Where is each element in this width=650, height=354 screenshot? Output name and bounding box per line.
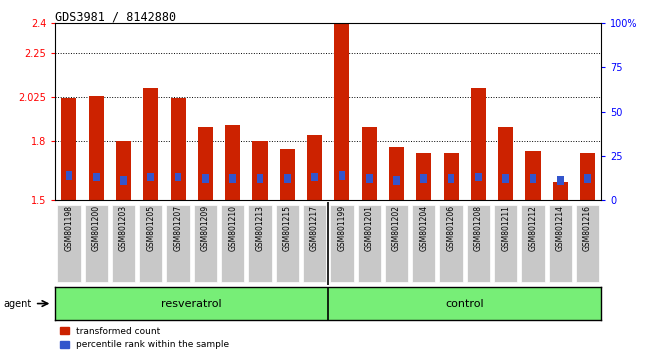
Bar <box>66 171 72 179</box>
Bar <box>494 205 517 282</box>
Bar <box>120 176 127 185</box>
Bar <box>502 175 509 183</box>
Bar <box>385 205 408 282</box>
Bar <box>475 172 482 181</box>
Bar <box>412 205 436 282</box>
Text: GSM801199: GSM801199 <box>337 205 346 251</box>
Text: agent: agent <box>3 298 31 309</box>
Bar <box>225 125 240 200</box>
Text: GSM801211: GSM801211 <box>501 205 510 251</box>
Bar <box>248 205 272 282</box>
Bar <box>334 7 350 200</box>
Bar <box>557 176 564 185</box>
Text: GSM801206: GSM801206 <box>447 205 456 251</box>
Text: GDS3981 / 8142880: GDS3981 / 8142880 <box>55 10 176 23</box>
Bar <box>276 205 299 282</box>
Bar <box>467 205 490 282</box>
Bar <box>143 88 159 200</box>
Bar <box>112 205 135 282</box>
Text: GSM801215: GSM801215 <box>283 205 292 251</box>
Text: GSM801203: GSM801203 <box>119 205 128 251</box>
Text: GSM801213: GSM801213 <box>255 205 265 251</box>
Text: GSM801214: GSM801214 <box>556 205 565 251</box>
Bar <box>88 96 104 200</box>
Bar <box>576 205 599 282</box>
Bar <box>116 141 131 200</box>
Bar <box>148 172 154 181</box>
Bar <box>393 176 400 185</box>
Bar <box>311 172 318 181</box>
Bar <box>61 98 77 200</box>
Text: GSM801207: GSM801207 <box>174 205 183 251</box>
Bar <box>584 175 591 183</box>
Text: GSM801201: GSM801201 <box>365 205 374 251</box>
Bar <box>416 153 432 200</box>
Bar <box>525 151 541 200</box>
Bar <box>366 175 372 183</box>
Text: GSM801217: GSM801217 <box>310 205 319 251</box>
Text: GSM801204: GSM801204 <box>419 205 428 251</box>
Bar <box>358 205 381 282</box>
Bar <box>549 205 572 282</box>
Bar <box>139 205 162 282</box>
Bar <box>93 172 99 181</box>
Legend: transformed count, percentile rank within the sample: transformed count, percentile rank withi… <box>60 327 229 349</box>
Text: GSM801216: GSM801216 <box>583 205 592 251</box>
Bar <box>280 149 295 200</box>
Bar <box>530 175 536 183</box>
Bar <box>330 205 354 282</box>
Bar <box>361 127 377 200</box>
Bar <box>257 175 263 183</box>
Bar <box>57 205 81 282</box>
Bar <box>170 98 186 200</box>
Bar <box>307 135 322 200</box>
Bar <box>84 205 108 282</box>
Bar <box>439 205 463 282</box>
Text: GSM801208: GSM801208 <box>474 205 483 251</box>
Bar <box>421 175 427 183</box>
Bar <box>221 205 244 282</box>
Text: control: control <box>445 298 484 309</box>
Bar <box>252 141 268 200</box>
Bar <box>339 171 345 179</box>
Bar <box>229 175 236 183</box>
Text: GSM801209: GSM801209 <box>201 205 210 251</box>
Bar <box>166 205 190 282</box>
Bar <box>521 205 545 282</box>
Bar <box>198 127 213 200</box>
Bar <box>498 127 514 200</box>
Bar <box>552 182 568 200</box>
Text: GSM801200: GSM801200 <box>92 205 101 251</box>
Text: resveratrol: resveratrol <box>161 298 222 309</box>
Bar <box>471 88 486 200</box>
Bar <box>202 175 209 183</box>
Bar <box>303 205 326 282</box>
Text: GSM801198: GSM801198 <box>64 205 73 251</box>
Text: GSM801210: GSM801210 <box>228 205 237 251</box>
Text: GSM801205: GSM801205 <box>146 205 155 251</box>
Bar <box>580 153 595 200</box>
Bar <box>443 153 459 200</box>
Bar <box>284 175 291 183</box>
Bar <box>448 175 454 183</box>
Text: GSM801202: GSM801202 <box>392 205 401 251</box>
Text: GSM801212: GSM801212 <box>528 205 538 251</box>
Bar <box>389 147 404 200</box>
Bar <box>194 205 217 282</box>
Bar <box>175 172 181 181</box>
